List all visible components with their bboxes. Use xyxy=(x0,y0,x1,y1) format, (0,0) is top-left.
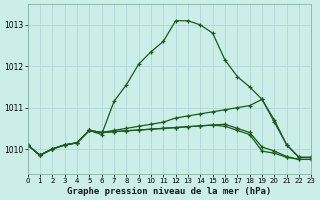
X-axis label: Graphe pression niveau de la mer (hPa): Graphe pression niveau de la mer (hPa) xyxy=(68,187,272,196)
